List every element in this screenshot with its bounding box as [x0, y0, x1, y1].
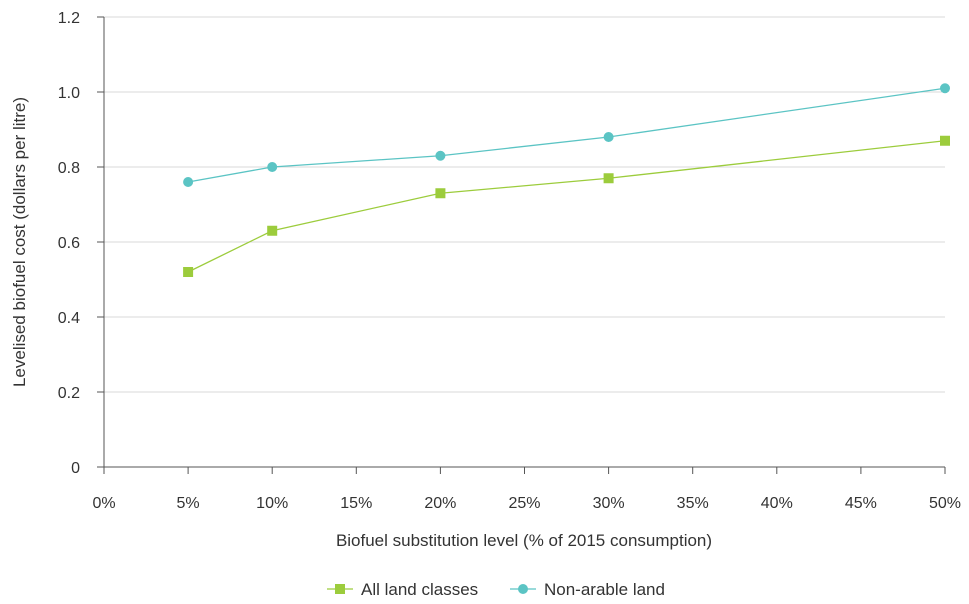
- data-point-non-arable-land: [603, 132, 614, 142]
- y-tick-label: 1.0: [58, 85, 80, 102]
- y-tick-label: 0.4: [58, 310, 80, 327]
- y-tick-label: 0.6: [58, 235, 80, 252]
- data-point-non-arable-land: [940, 83, 950, 94]
- data-point-all-land-classes: [603, 173, 614, 184]
- series-line-non-arable-land: [187, 87, 946, 183]
- x-tick-label: 45%: [845, 495, 877, 512]
- legend-label: All land classes: [361, 580, 478, 599]
- legend: All land classes Non-arable land: [327, 580, 665, 599]
- series-line-all-land-classes: [187, 140, 946, 273]
- x-tick-label: 0%: [92, 495, 115, 512]
- tick-labels: 0 0.2 0.4 0.6 0.8 1.0 1.2 0% 5% 10% 15% 20% 25% 30% 35…: [58, 10, 961, 512]
- y-tick-label: 0: [71, 460, 80, 477]
- data-point-all-land-classes: [940, 135, 950, 146]
- gridlines: [104, 16, 945, 393]
- y-tick-label: 0.8: [58, 160, 80, 177]
- data-point-all-land-classes: [267, 225, 278, 236]
- x-tick-label: 50%: [929, 495, 961, 512]
- x-tick-label: 20%: [424, 495, 456, 512]
- x-tick-label: 5%: [177, 495, 200, 512]
- data-point-all-land-classes: [183, 267, 194, 277]
- data-point-all-land-classes: [435, 188, 446, 199]
- x-tick-label: 30%: [593, 495, 625, 512]
- x-tick-label: 10%: [256, 495, 288, 512]
- series-group: [183, 83, 950, 277]
- data-point-non-arable-land: [183, 177, 194, 187]
- legend-item-all-land-classes: All land classes: [327, 580, 478, 599]
- legend-item-non-arable-land: Non-arable land: [510, 580, 665, 599]
- y-tick-label: 0.2: [58, 385, 80, 402]
- data-point-non-arable-land: [267, 162, 278, 172]
- x-tick-label: 25%: [508, 495, 540, 512]
- y-tick-label: 1.2: [58, 10, 80, 27]
- data-point-non-arable-land: [435, 150, 446, 161]
- x-axis-label: Biofuel substitution level (% of 2015 co…: [336, 531, 712, 550]
- legend-marker: [518, 584, 528, 594]
- x-tick-label: 15%: [340, 495, 372, 512]
- x-tick-label: 35%: [677, 495, 709, 512]
- x-tick-label: 40%: [761, 495, 793, 512]
- legend-marker: [335, 584, 345, 594]
- y-axis-label: Levelised biofuel cost (dollars per litr…: [10, 97, 29, 387]
- axes: [97, 16, 946, 474]
- legend-label: Non-arable land: [544, 580, 665, 599]
